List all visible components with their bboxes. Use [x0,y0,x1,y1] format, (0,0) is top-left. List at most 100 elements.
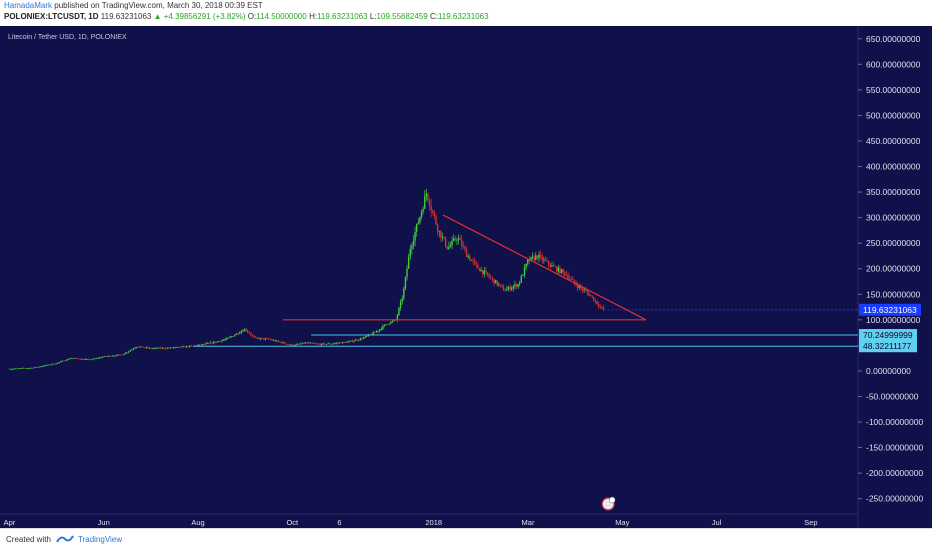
candle-body [166,347,168,349]
candle-body [356,339,358,341]
candlestick-chart[interactable]: Litecoin / Tether USD, 1D, POLONIEX 650.… [0,26,932,528]
candle-body [119,354,122,356]
candle-body [269,339,271,340]
candle-body [205,343,207,345]
candle-body [506,288,508,291]
y-tick-label: -50.00000000 [866,391,919,401]
candle-body [507,286,510,289]
candle-body [517,284,519,287]
candle-body [560,269,563,274]
author-link[interactable]: HamadaMark [4,1,53,10]
candle-body [435,216,437,225]
last-price-tag [859,303,921,316]
candle-body [333,343,336,345]
created-with-text: Created with [6,535,51,544]
chart-header: HamadaMark published on TradingView.com,… [0,0,932,26]
x-tick-label: Jul [712,518,722,527]
y-tick-label: 600.00000000 [866,59,921,69]
candle-body [317,343,320,345]
candle-body [359,338,362,340]
candle-body [150,347,152,349]
candle-body [298,343,300,345]
candle-body [546,260,548,262]
candle-body [375,331,378,333]
candle-body [420,211,423,218]
candle-body [449,245,452,247]
candle-body [327,343,329,345]
candle-body [29,367,32,369]
candle-body [116,354,118,356]
candle-body [200,344,202,346]
candle-body [129,350,131,352]
chart-background [0,26,932,528]
candle-body [103,356,106,357]
candle-body [142,346,144,348]
candle-body [287,344,289,346]
candle-body [332,343,334,345]
candle-body [68,358,70,360]
candle-body [156,347,159,349]
candle-body [290,344,292,346]
candle-body [559,267,561,274]
candle-body [24,368,27,369]
candle-body [15,368,17,370]
candle-body [139,346,141,348]
y-tick-label: 350.00000000 [866,187,921,197]
candle-body [414,231,416,241]
candle-body [240,331,242,333]
candle-body [10,369,12,370]
candle-body [523,267,526,275]
candle-body [361,338,363,340]
x-tick-label: 6 [337,518,341,527]
candle-body [155,347,157,349]
candle-body [40,366,43,368]
candle-body [280,341,283,344]
candle-body [174,347,176,348]
chart-area[interactable]: Litecoin / Tether USD, 1D, POLONIEX 650.… [0,26,932,528]
candle-body [443,236,445,239]
candle-body [267,338,270,340]
footer: Created with TradingView [0,528,932,551]
candle-body [214,341,217,343]
candle-body [330,343,333,345]
candle-body [114,355,117,357]
candle-body [55,363,57,365]
candle-body [446,246,448,250]
candle-body [140,346,143,348]
candle-body [285,343,288,345]
x-axis-ticks: Apr Jun Aug Oct 6 2018 Mar May Jul Sep [4,518,818,527]
candle-body [338,342,341,344]
candle-body [568,278,571,280]
candle-body [50,364,52,366]
candle-body [209,342,212,344]
candle-body [403,288,405,299]
candle-body [522,274,524,276]
candle-body [541,255,543,261]
candle-body [48,364,51,366]
candle-body [179,346,181,348]
candle-body [34,367,36,368]
candle-body [226,338,228,340]
candle-body [44,365,46,367]
candle-body [203,344,205,345]
candle-body [341,341,344,344]
candle-body [28,368,30,369]
candle-body [469,256,471,261]
candle-body [304,342,307,344]
candle-body [382,325,384,329]
candle-body [483,270,486,275]
candle-body [176,346,178,348]
candle-body [321,343,323,345]
candle-body [504,290,506,292]
candle-body [424,196,426,209]
last-price: 119.63231063 [100,12,152,21]
candle-body [306,342,308,344]
tradingview-brand[interactable]: TradingView [78,535,123,544]
x-tick-label: Apr [4,518,16,527]
candle-body [87,359,90,360]
candle-body [213,341,215,344]
candle-body [217,341,220,342]
candle-body [329,343,331,345]
candle-body [340,342,342,344]
candle-body [279,341,281,343]
